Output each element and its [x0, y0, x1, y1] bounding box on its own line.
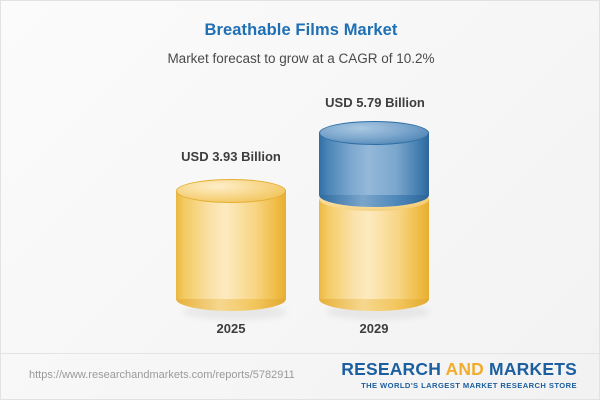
research-and-markets-logo[interactable]: RESEARCH AND MARKETS THE WORLD'S LARGEST…: [341, 360, 577, 391]
chart-subtitle: Market forecast to grow at a CAGR of 10.…: [167, 51, 435, 66]
plot-area: USD 3.93 Billion 2025 USD 5.79 Billion: [1, 1, 599, 353]
logo-word-research: RESEARCH: [341, 359, 446, 379]
bar-segment-base-2025: [176, 179, 286, 311]
logo-tagline: THE WORLD'S LARGEST MARKET RESEARCH STOR…: [361, 381, 577, 391]
cylinder-top-ellipse: [319, 121, 429, 145]
logo-wordmark: RESEARCH AND MARKETS: [341, 360, 577, 378]
cylinder-top-ellipse: [176, 179, 286, 203]
report-url[interactable]: https://www.researchandmarkets.com/repor…: [29, 369, 295, 381]
cylinder-body: [319, 199, 429, 299]
bar-category-label-2025: 2025: [216, 321, 246, 336]
logo-word-markets: MARKETS: [484, 359, 577, 379]
bar-segment-growth-2029: [319, 121, 429, 207]
cylinder-body: [176, 191, 286, 299]
footer-divider: [1, 353, 599, 354]
bar-category-label-2029: 2029: [359, 321, 389, 336]
logo-word-and: AND: [445, 359, 484, 379]
bar-value-label-2025: USD 3.93 Billion: [181, 149, 281, 164]
bar-value-label-2029: USD 5.79 Billion: [325, 95, 425, 110]
chart-title: Breathable Films Market: [204, 21, 398, 39]
